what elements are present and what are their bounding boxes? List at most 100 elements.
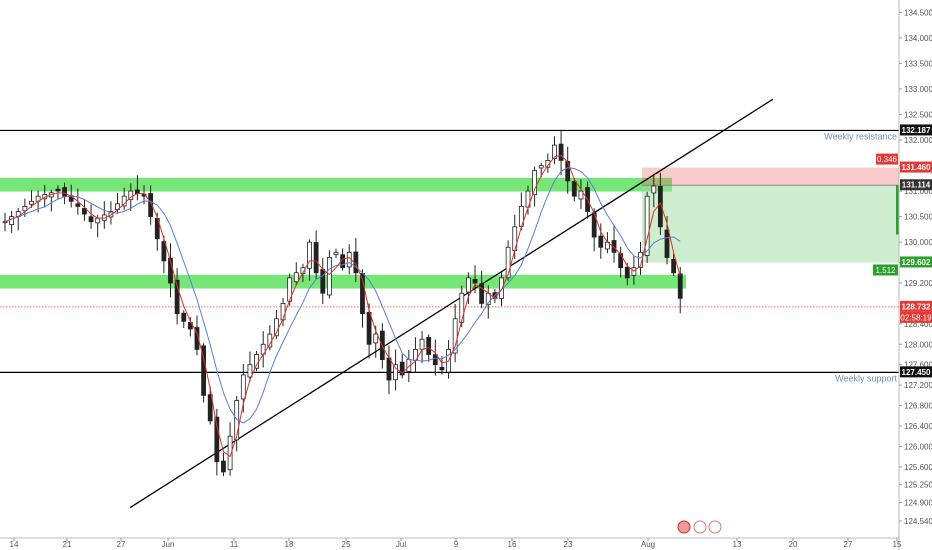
trendline[interactable] (129, 98, 774, 509)
time-tick-label: 21 (63, 540, 72, 549)
price-tick-label: 130.500 (904, 213, 932, 222)
candle-body (624, 266, 630, 279)
moving-averages (4, 154, 681, 458)
ma-fast-line (4, 154, 681, 458)
time-tick-label: 14 (10, 540, 19, 549)
reward-zone[interactable] (642, 185, 899, 263)
time-tick-label: 13 (733, 540, 742, 549)
candle-body (254, 354, 259, 369)
price-axis[interactable]: 124.540 124.900 125.250 125.600 126.000 126.4… (898, 0, 932, 550)
candle-body (82, 208, 87, 215)
time-tick-label: 16 (508, 540, 517, 549)
candle-body (419, 338, 425, 350)
candle-body (75, 203, 81, 207)
candle-body (307, 241, 312, 269)
event-icon[interactable] (708, 520, 722, 534)
weekly-support-annotation: Weekly support (835, 373, 897, 383)
price-tick-label: 132.000 (904, 136, 932, 145)
candle-body (598, 235, 604, 248)
candle-body (545, 160, 551, 168)
price-tick-label: 128.000 (904, 340, 932, 349)
candle-body (201, 345, 207, 396)
price-tick-label: 129.200 (904, 279, 932, 288)
trendline-segment[interactable] (129, 98, 774, 509)
reward-badge (873, 264, 898, 276)
candle-body (62, 187, 67, 197)
replay-icon[interactable] (677, 520, 691, 534)
candle-body (9, 216, 15, 226)
candle-body (240, 374, 246, 400)
price-tick-label: 128.400 (904, 320, 932, 329)
time-tick-label: 27 (117, 540, 126, 549)
candle-body (247, 364, 253, 378)
upper-zone[interactable] (0, 177, 672, 192)
candle-body (366, 311, 372, 345)
candle-body (505, 246, 511, 279)
stop-price-badge-text: 131.460 (902, 163, 931, 172)
candles (2, 130, 683, 477)
candle-body (472, 278, 478, 284)
risk-badge (876, 153, 898, 165)
candle-body (426, 337, 432, 355)
candle-body (538, 165, 544, 169)
price-tick-label: 131.000 (904, 187, 932, 196)
price-tick-label: 134.000 (904, 34, 932, 43)
candle-body (578, 190, 584, 200)
candle-body (571, 181, 577, 197)
candle-body (333, 251, 339, 255)
time-axis[interactable]: 14 21 27 Jun 11 18 25 Jul 9 16 23 Aug 13 20 27 15 (0, 537, 902, 549)
time-tick-label: 25 (342, 540, 351, 549)
alert-icon[interactable] (693, 520, 707, 534)
reward-bar (896, 185, 899, 235)
candle-body (452, 318, 458, 354)
price-tick-label: 133.500 (904, 59, 932, 68)
current-price-badge-text: 128.732 (902, 302, 931, 311)
candle-body (134, 189, 140, 195)
candle-body (465, 277, 471, 293)
target-price-badge-text: 129.602 (902, 258, 931, 267)
time-tick-label: 20 (789, 540, 798, 549)
time-tick-label: 18 (285, 540, 294, 549)
price-tick-label: 127.200 (904, 381, 932, 390)
candle-body (207, 394, 213, 422)
candle-body (439, 366, 445, 371)
stop-price-badge (900, 161, 932, 173)
candle-body (128, 190, 134, 201)
price-tick-label: 133.000 (904, 85, 932, 94)
axis-badges: 132.187 127.450 131.460 131.114 129.602 128.7… (900, 124, 932, 378)
candle-body (161, 241, 167, 262)
candle-body (22, 205, 28, 212)
candle-body (88, 216, 94, 223)
countdown-badge-text: 02:58:19 (900, 313, 932, 322)
target-price-badge (900, 256, 932, 268)
candle-body (174, 279, 180, 315)
candle-body (108, 211, 114, 218)
candle-body (432, 354, 438, 366)
candle-body (638, 251, 643, 268)
lower-zone[interactable] (0, 274, 686, 289)
candle-body (386, 357, 392, 381)
risk-badge-text: 0.346 (877, 155, 898, 164)
candle-body (664, 229, 670, 258)
bottom-icons[interactable] (677, 520, 722, 534)
candle-body (532, 170, 537, 196)
time-tick-label: 11 (230, 540, 239, 549)
candle-body (221, 460, 226, 473)
candle-body (2, 221, 8, 224)
time-tick-label: Jul (396, 540, 406, 549)
risk-zone[interactable] (642, 167, 899, 186)
reward-badge-text: 1.512 (875, 266, 896, 275)
weekly-support-badge-text: 127.450 (902, 368, 931, 377)
candle-body (95, 217, 101, 224)
candle-body (55, 188, 61, 192)
candle-body (558, 143, 564, 161)
position-tool[interactable]: 0.346 1.512 (642, 153, 899, 276)
candle-body (227, 435, 233, 471)
current-price-badge (900, 300, 932, 312)
candle-body (320, 269, 326, 294)
time-tick-label: Jun (162, 540, 175, 549)
candle-body (552, 144, 557, 160)
candle-body (181, 312, 187, 322)
ma-slow-line (4, 167, 681, 424)
